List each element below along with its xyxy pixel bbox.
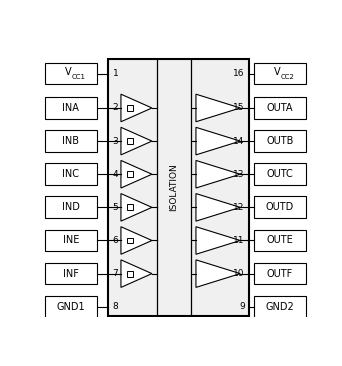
FancyBboxPatch shape (127, 171, 133, 177)
Text: 2: 2 (113, 104, 118, 112)
FancyBboxPatch shape (254, 263, 306, 284)
Text: OUTD: OUTD (266, 202, 294, 212)
FancyBboxPatch shape (45, 296, 96, 318)
Polygon shape (196, 160, 240, 188)
FancyBboxPatch shape (254, 229, 306, 251)
Polygon shape (196, 194, 240, 221)
Text: INF: INF (63, 269, 79, 279)
Text: V: V (65, 67, 71, 77)
FancyBboxPatch shape (254, 130, 306, 152)
Polygon shape (121, 194, 152, 221)
Text: OUTC: OUTC (266, 169, 293, 179)
Text: 5: 5 (113, 203, 118, 212)
FancyBboxPatch shape (254, 197, 306, 218)
FancyBboxPatch shape (45, 263, 96, 284)
Polygon shape (196, 94, 240, 122)
Text: GND2: GND2 (265, 302, 294, 312)
Text: CC2: CC2 (281, 74, 295, 80)
FancyBboxPatch shape (45, 130, 96, 152)
Polygon shape (196, 127, 240, 155)
Text: OUTF: OUTF (267, 269, 293, 279)
Text: INB: INB (62, 136, 79, 146)
Text: V: V (274, 67, 280, 77)
Polygon shape (121, 260, 152, 287)
Text: INC: INC (62, 169, 79, 179)
FancyBboxPatch shape (254, 63, 306, 85)
FancyBboxPatch shape (254, 296, 306, 318)
FancyBboxPatch shape (45, 163, 96, 185)
FancyBboxPatch shape (127, 105, 133, 111)
Text: INE: INE (63, 235, 79, 246)
FancyBboxPatch shape (127, 205, 133, 210)
Polygon shape (121, 127, 152, 155)
Text: OUTB: OUTB (266, 136, 293, 146)
FancyBboxPatch shape (45, 97, 96, 119)
Polygon shape (121, 227, 152, 254)
Text: ISOLATION: ISOLATION (169, 164, 179, 211)
Text: 10: 10 (233, 269, 245, 278)
Polygon shape (121, 160, 152, 188)
Text: GND1: GND1 (56, 302, 85, 312)
Text: 8: 8 (113, 302, 118, 311)
Text: OUTA: OUTA (266, 103, 293, 113)
FancyBboxPatch shape (108, 59, 249, 316)
Text: INA: INA (62, 103, 79, 113)
Text: 16: 16 (233, 69, 245, 78)
Text: 1: 1 (113, 69, 118, 78)
Text: 13: 13 (233, 170, 245, 179)
Text: OUTE: OUTE (266, 235, 293, 246)
FancyBboxPatch shape (45, 229, 96, 251)
FancyBboxPatch shape (127, 138, 133, 144)
Text: 4: 4 (113, 170, 118, 179)
FancyBboxPatch shape (127, 271, 133, 277)
Text: 3: 3 (113, 137, 118, 146)
FancyBboxPatch shape (254, 163, 306, 185)
Text: 6: 6 (113, 236, 118, 245)
Text: CC1: CC1 (72, 74, 86, 80)
Text: 15: 15 (233, 104, 245, 112)
Text: IND: IND (62, 202, 80, 212)
Text: 12: 12 (233, 203, 245, 212)
Text: 9: 9 (239, 302, 245, 311)
Text: 7: 7 (113, 269, 118, 278)
FancyBboxPatch shape (45, 197, 96, 218)
FancyBboxPatch shape (254, 97, 306, 119)
Polygon shape (121, 94, 152, 122)
Polygon shape (196, 227, 240, 254)
FancyBboxPatch shape (127, 238, 133, 243)
Text: 11: 11 (233, 236, 245, 245)
FancyBboxPatch shape (45, 63, 96, 85)
Text: 14: 14 (233, 137, 245, 146)
Polygon shape (196, 260, 240, 287)
